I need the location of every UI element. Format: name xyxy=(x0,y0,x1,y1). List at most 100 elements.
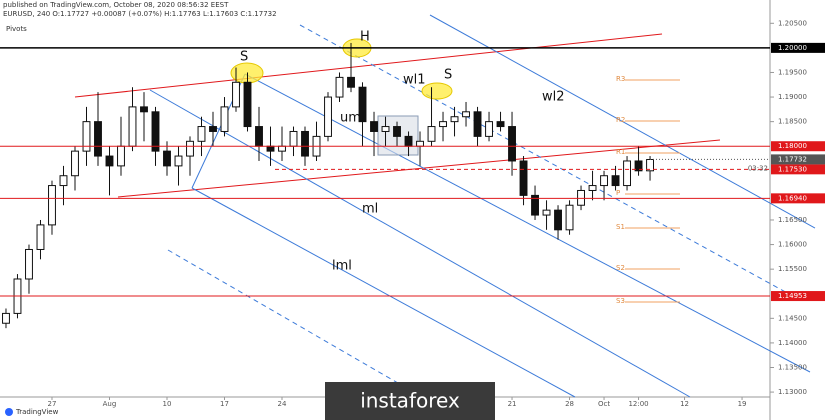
candle-body xyxy=(243,81,252,128)
candle-body xyxy=(255,126,263,147)
candle-body xyxy=(427,126,436,142)
y-tick-label: 1.19000 xyxy=(778,93,807,101)
candle-body xyxy=(611,175,620,187)
y-tick-label: 1.18500 xyxy=(778,118,807,126)
x-tick-label: Aug xyxy=(103,400,117,408)
candle-body xyxy=(220,106,229,132)
candle-body xyxy=(542,209,551,216)
level-tag xyxy=(771,141,825,152)
pivot-label: S3 xyxy=(616,297,625,305)
x-tick-label: 17 xyxy=(220,400,229,408)
pivot-label: S1 xyxy=(616,223,625,231)
pivot-label: P xyxy=(616,189,620,197)
lower-median-line xyxy=(191,187,576,398)
candle-body xyxy=(2,312,10,324)
candle-body xyxy=(151,111,160,152)
level-tag xyxy=(771,164,825,175)
pivot-label: R3 xyxy=(616,75,625,83)
y-tick-label: 1.19500 xyxy=(778,68,807,76)
candle-body xyxy=(94,121,102,157)
x-tick-label: 10 xyxy=(163,400,172,408)
pivot-label: S2 xyxy=(616,264,625,272)
watermark-box xyxy=(325,382,495,420)
candle-body xyxy=(48,185,56,226)
candle-body xyxy=(232,81,240,108)
x-tick-label: 28 xyxy=(565,400,574,408)
candle-body xyxy=(82,121,91,152)
last-price-label: 1.17732 xyxy=(778,155,807,163)
level-label: 1.16940 xyxy=(778,194,807,202)
candle-body xyxy=(381,126,390,132)
annotation: ml xyxy=(362,202,378,217)
candle-body xyxy=(623,160,631,187)
level-tag xyxy=(771,193,825,204)
median-line xyxy=(149,89,691,398)
candle-body xyxy=(531,194,539,216)
candle-body xyxy=(485,121,493,137)
pivot-label: R2 xyxy=(616,116,625,124)
annotation: H xyxy=(360,30,370,45)
candle-body xyxy=(289,130,298,147)
candle-body xyxy=(370,121,378,132)
last-price-tag xyxy=(771,154,825,165)
pivot-labels: R3 R2 R1 P S1 S2 S3 xyxy=(616,75,625,305)
candle-body xyxy=(439,121,447,128)
candle-body xyxy=(36,224,45,250)
level-tag xyxy=(771,291,825,302)
candle-body xyxy=(140,106,148,113)
highlight-right-shoulder xyxy=(421,82,453,100)
candle-body xyxy=(197,126,206,142)
pivot-lines xyxy=(625,79,680,303)
lower-warning-line xyxy=(167,249,411,391)
pivots-label: Pivots xyxy=(6,25,27,33)
logo-icon xyxy=(5,408,13,416)
candle-body xyxy=(301,130,309,157)
annotation: S xyxy=(444,68,452,83)
candle-body xyxy=(59,175,68,187)
candle-body xyxy=(588,185,597,191)
y-tick-label: 1.13000 xyxy=(778,388,807,396)
watermark: instaforex xyxy=(360,389,460,413)
level-label: 1.17530 xyxy=(778,165,807,173)
countdown: 03:32 xyxy=(748,164,768,172)
candle-body xyxy=(278,145,286,152)
candle-body xyxy=(634,160,643,172)
candle-body xyxy=(128,106,137,147)
candle-body xyxy=(358,86,367,123)
x-tick-label: 21 xyxy=(508,400,517,408)
candle-body xyxy=(174,155,183,167)
x-tick-label: 12:00 xyxy=(628,400,648,408)
annotation: wl1 xyxy=(403,73,426,88)
candle-body xyxy=(404,135,413,147)
candle-body xyxy=(508,126,516,162)
x-tick-label: Oct xyxy=(598,400,610,408)
published: published on TradingView.com, October 08… xyxy=(3,1,229,9)
candle-body xyxy=(496,121,505,128)
candle-body xyxy=(462,111,470,118)
x-tick-label: 24 xyxy=(278,400,287,408)
y-tick-label: 1.13500 xyxy=(778,363,807,371)
candle-body xyxy=(600,175,608,187)
level-label: 1.18000 xyxy=(778,142,807,150)
upper-median-line xyxy=(244,73,811,373)
candle-body xyxy=(393,126,401,137)
level-label: 1.14953 xyxy=(778,292,807,300)
symbol: EURUSD, 240 O:1.17727 +0.00087 (+0.07%) … xyxy=(3,10,277,18)
candle-body xyxy=(105,155,114,167)
y-tick-label: 1.14000 xyxy=(778,339,807,347)
y-tick-label: 1.16500 xyxy=(778,216,807,224)
pivot-label: R1 xyxy=(616,148,625,156)
candle-body xyxy=(163,150,171,167)
annotation: uml xyxy=(340,111,365,126)
candles xyxy=(2,42,654,329)
x-tick-label: 12 xyxy=(680,400,689,408)
candle-body xyxy=(554,209,562,231)
candle-body xyxy=(25,248,33,280)
candle-body xyxy=(324,96,332,137)
candle-body xyxy=(186,140,194,157)
y-tick-label: 1.15500 xyxy=(778,265,807,273)
candle-body xyxy=(565,204,574,231)
candle-body xyxy=(416,140,424,147)
candle-body xyxy=(335,76,344,98)
